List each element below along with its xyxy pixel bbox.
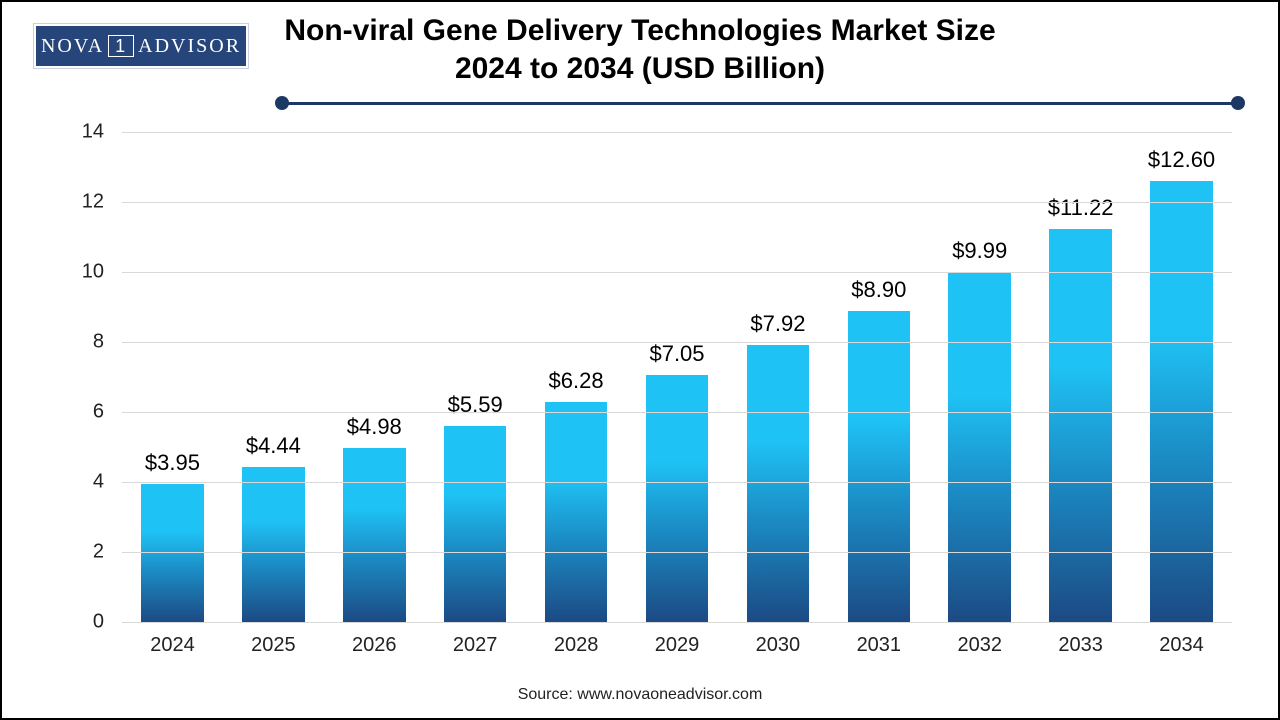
gridline <box>122 552 1232 553</box>
bar <box>948 272 1011 622</box>
title-underline <box>282 96 1238 110</box>
bar <box>242 467 305 622</box>
bar-value-label: $12.60 <box>1122 147 1242 173</box>
gridline <box>122 342 1232 343</box>
source-attribution: Source: www.novaoneadvisor.com <box>2 686 1278 704</box>
y-axis-tick-label: 0 <box>93 611 104 634</box>
y-axis-tick-label: 12 <box>82 191 104 214</box>
bar <box>343 448 406 622</box>
y-axis-tick-label: 8 <box>93 331 104 354</box>
gridline <box>122 202 1232 203</box>
y-axis-tick-label: 6 <box>93 401 104 424</box>
bar-value-label: $9.99 <box>920 238 1040 264</box>
bar-value-label: $7.05 <box>617 341 737 367</box>
bar-value-label: $11.22 <box>1021 195 1141 221</box>
underline-line <box>282 102 1238 105</box>
bar-value-label: $7.92 <box>718 311 838 337</box>
y-axis-tick-label: 4 <box>93 471 104 494</box>
x-axis-tick-label: 2034 <box>1122 634 1242 657</box>
gridline <box>122 412 1232 413</box>
bar <box>1150 181 1213 622</box>
y-axis-tick-label: 2 <box>93 541 104 564</box>
bar <box>1049 229 1112 622</box>
chart-title: Non-viral Gene Delivery Technologies Mar… <box>2 12 1278 87</box>
chart-frame: NOVA 1 ADVISOR Non-viral Gene Delivery T… <box>0 0 1280 720</box>
bar <box>747 345 810 622</box>
bar <box>848 311 911 623</box>
plot-area: $3.952024$4.442025$4.982026$5.592027$6.2… <box>122 132 1232 622</box>
gridline <box>122 482 1232 483</box>
gridline <box>122 622 1232 623</box>
dot-icon <box>1231 96 1245 110</box>
bar <box>545 402 608 622</box>
gridline <box>122 272 1232 273</box>
bar-value-label: $8.90 <box>819 277 939 303</box>
bar-value-label: $6.28 <box>516 368 636 394</box>
gridline <box>122 132 1232 133</box>
y-axis-tick-label: 14 <box>82 121 104 144</box>
bar <box>444 426 507 622</box>
y-axis-tick-label: 10 <box>82 261 104 284</box>
bar-value-label: $5.59 <box>415 392 535 418</box>
bars-container: $3.952024$4.442025$4.982026$5.592027$6.2… <box>122 132 1232 622</box>
